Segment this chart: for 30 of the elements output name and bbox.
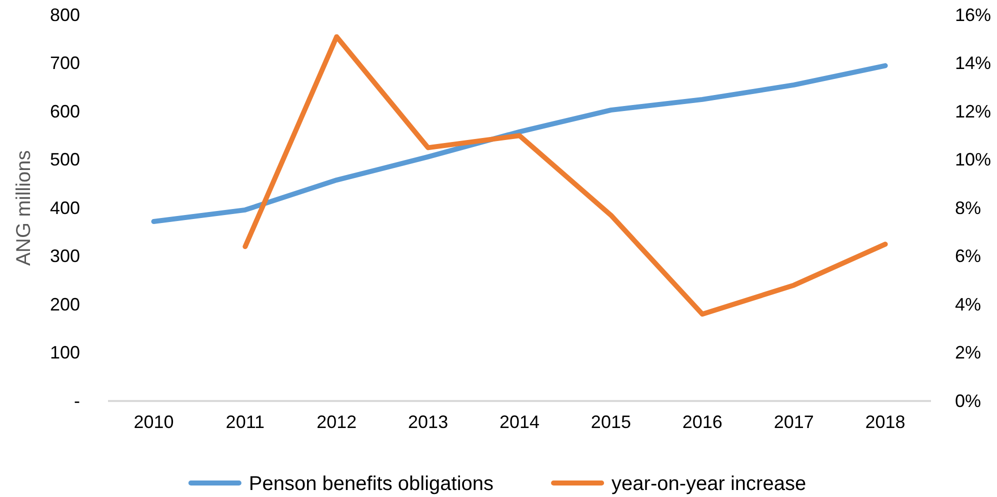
y2-tick-label: 0% bbox=[955, 390, 982, 411]
y-tick-label: - bbox=[74, 390, 80, 411]
x-tick-label: 2011 bbox=[226, 412, 265, 432]
y2-tick-label: 2% bbox=[955, 342, 982, 363]
y-tick-label: 400 bbox=[50, 198, 80, 218]
y-tick-label: 600 bbox=[50, 101, 80, 122]
legend-label: Penson benefits obligations bbox=[248, 473, 494, 495]
y-tick-label: 200 bbox=[50, 294, 80, 314]
x-tick-label: 2016 bbox=[682, 412, 722, 432]
y2-tick-label: 10% bbox=[955, 150, 992, 170]
y-tick-label: 700 bbox=[50, 53, 80, 74]
x-tick-label: 2012 bbox=[316, 412, 357, 432]
y2-tick-label: 14% bbox=[955, 53, 992, 74]
x-tick-label: 2014 bbox=[499, 412, 540, 432]
x-tick-label: 2018 bbox=[865, 412, 906, 432]
x-tick-label: 2017 bbox=[774, 412, 814, 432]
y-tick-label: 100 bbox=[50, 342, 80, 363]
x-tick-label: 2010 bbox=[134, 412, 174, 432]
legend-label: year-on-year increase bbox=[612, 473, 806, 495]
y-tick-label: 800 bbox=[50, 4, 80, 25]
y2-tick-label: 4% bbox=[955, 294, 982, 314]
x-tick-label: 2013 bbox=[408, 412, 448, 432]
y2-tick-label: 12% bbox=[955, 101, 992, 122]
y-tick-label: 300 bbox=[50, 246, 80, 266]
y2-tick-label: 6% bbox=[955, 246, 982, 266]
y2-tick-label: 16% bbox=[955, 4, 992, 25]
y2-tick-label: 8% bbox=[955, 198, 982, 218]
y-axis-title: ANG millions bbox=[13, 150, 35, 266]
x-tick-label: 2015 bbox=[590, 412, 631, 432]
y-tick-label: 500 bbox=[50, 150, 80, 170]
